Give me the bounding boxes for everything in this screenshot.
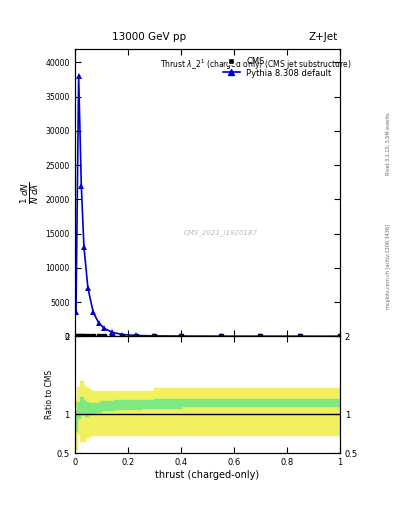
Text: 13000 GeV pp: 13000 GeV pp xyxy=(112,32,186,42)
Text: CMS_2021_I1920187: CMS_2021_I1920187 xyxy=(184,229,257,236)
Text: mcplots.cern.ch [arXiv:1306.3436]: mcplots.cern.ch [arXiv:1306.3436] xyxy=(386,224,391,309)
Text: Thrust $\lambda\_2^1$ (charged only) (CMS jet substructure): Thrust $\lambda\_2^1$ (charged only) (CM… xyxy=(160,57,351,72)
Legend: CMS, Pythia 8.308 default: CMS, Pythia 8.308 default xyxy=(219,53,336,82)
Text: Z+Jet: Z+Jet xyxy=(309,32,338,42)
X-axis label: thrust (charged-only): thrust (charged-only) xyxy=(155,470,259,480)
Text: Rivet 3.1.10, 3.5M events: Rivet 3.1.10, 3.5M events xyxy=(386,112,391,175)
Y-axis label: Ratio to CMS: Ratio to CMS xyxy=(45,370,54,419)
Y-axis label: $\frac{1}{N}\frac{dN}{d\lambda}$: $\frac{1}{N}\frac{dN}{d\lambda}$ xyxy=(19,181,41,204)
